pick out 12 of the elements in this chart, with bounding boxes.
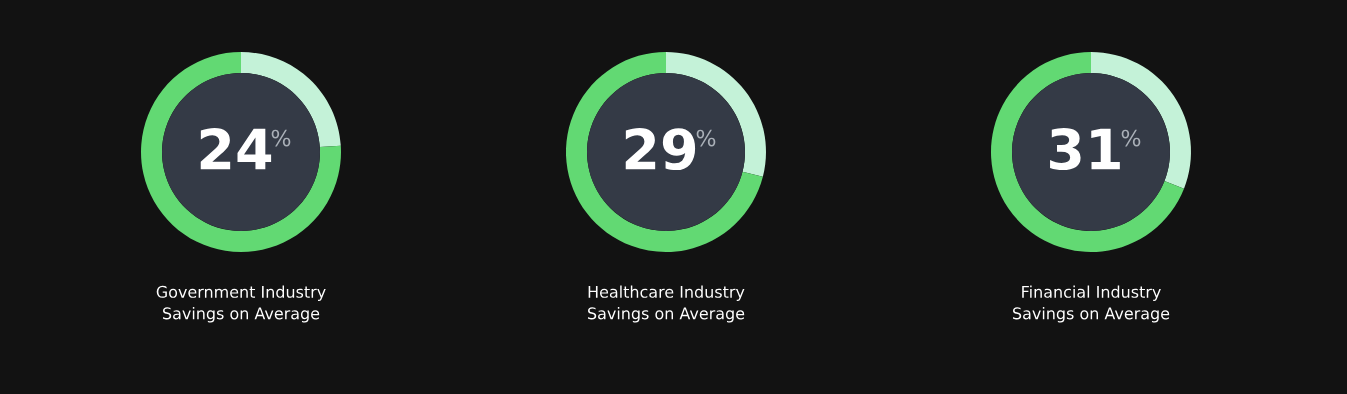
donut-slice bbox=[141, 52, 341, 252]
text: % bbox=[696, 129, 716, 147]
text: Financial Industry Savings on Average bbox=[1013, 285, 1170, 323]
donut-slice bbox=[991, 52, 1184, 252]
text: 24 bbox=[200, 128, 272, 170]
text: Healthcare Industry Savings on Average bbox=[588, 285, 745, 323]
text: Government Industry Savings on Average bbox=[156, 285, 326, 323]
text: 29 bbox=[625, 128, 696, 171]
text: 31 bbox=[1050, 128, 1120, 171]
text: % bbox=[271, 129, 291, 147]
text: % bbox=[1121, 129, 1141, 147]
donut-slice bbox=[566, 52, 763, 252]
